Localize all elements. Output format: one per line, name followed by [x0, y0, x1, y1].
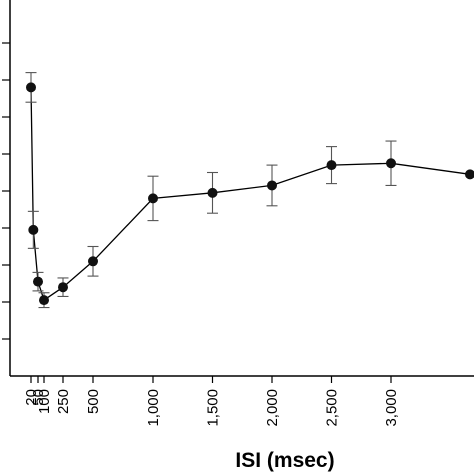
data-point: [28, 224, 39, 235]
x-tick-label: 2,500: [324, 389, 341, 427]
x-tick-label: 50: [30, 389, 47, 406]
y-ticks: [2, 42, 10, 340]
data-point: [267, 180, 277, 191]
data-point: [326, 160, 337, 171]
x-tick-label: 250: [55, 389, 72, 414]
data-point: [148, 193, 158, 204]
data-point: [386, 158, 396, 169]
x-tick-label: 3,000: [383, 389, 400, 427]
x-tick-label: 20: [23, 389, 40, 406]
data-point: [33, 276, 43, 287]
data-point: [465, 169, 474, 180]
x-axis-label: ISI (msec): [235, 449, 334, 472]
x-tick-label: 100: [36, 389, 53, 414]
data-point: [26, 82, 36, 93]
axes-frame: [9, 0, 474, 377]
data-point: [39, 295, 49, 306]
x-tick-label: 1,000: [145, 389, 162, 427]
plot-area: [25, 72, 474, 309]
series-line: [30, 87, 471, 302]
data-point: [207, 187, 218, 198]
x-tick-label: 500: [85, 389, 102, 414]
x-tick-label: 2,000: [264, 389, 281, 427]
x-tick-label: 1,500: [205, 389, 222, 427]
data-point: [88, 256, 98, 267]
data-point: [58, 282, 68, 293]
